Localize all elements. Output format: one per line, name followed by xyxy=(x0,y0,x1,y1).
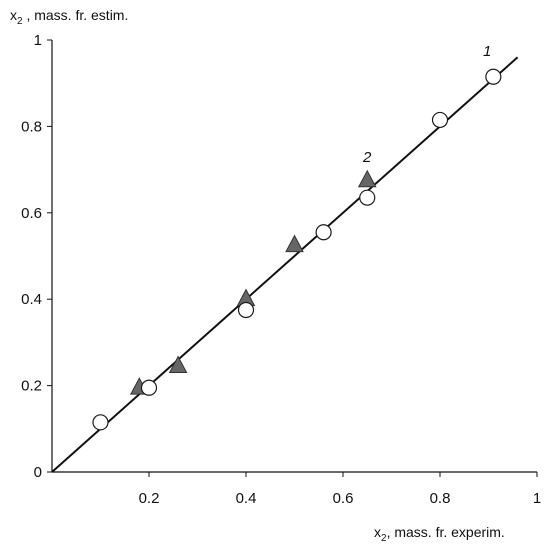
y-tick-label: 0.2 xyxy=(21,378,42,395)
y-tick-label: 0.4 xyxy=(21,291,42,308)
x-tick-label: 1 xyxy=(533,490,541,507)
series-2-point xyxy=(168,355,188,374)
series-1-point xyxy=(359,189,376,206)
axes xyxy=(51,40,537,473)
x-axis-title: x2, mass. fr. experim. xyxy=(374,524,505,544)
x-tick-label: 0.2 xyxy=(139,490,160,507)
y-tick-label: 0.6 xyxy=(21,205,42,222)
y-tick-label: 0.8 xyxy=(21,118,42,135)
series-2-point xyxy=(357,169,377,188)
series-label-1: 1 xyxy=(483,43,491,60)
x-tick-label: 0.8 xyxy=(430,490,451,507)
series-1-point xyxy=(485,68,502,85)
data-points xyxy=(92,68,502,431)
series-label-2: 2 xyxy=(362,149,372,166)
series-1-point xyxy=(315,224,332,241)
series-1-point xyxy=(237,301,255,319)
y-axis-title: x2 , mass. fr. estim. xyxy=(10,7,128,27)
x-tick-label: 0.4 xyxy=(236,490,257,507)
series-1-point xyxy=(431,111,449,129)
ticks: 0 0.2 0.4 0.6 0.8 1 0.2 0.4 0.6 0.8 1 xyxy=(21,32,541,507)
series-1-point xyxy=(140,379,158,396)
series-1-point xyxy=(92,414,109,431)
y-tick-label: 0 xyxy=(34,464,42,481)
y-tick-label: 1 xyxy=(34,32,42,49)
x-tick-label: 0.6 xyxy=(333,490,354,507)
series-2-point xyxy=(285,234,304,253)
